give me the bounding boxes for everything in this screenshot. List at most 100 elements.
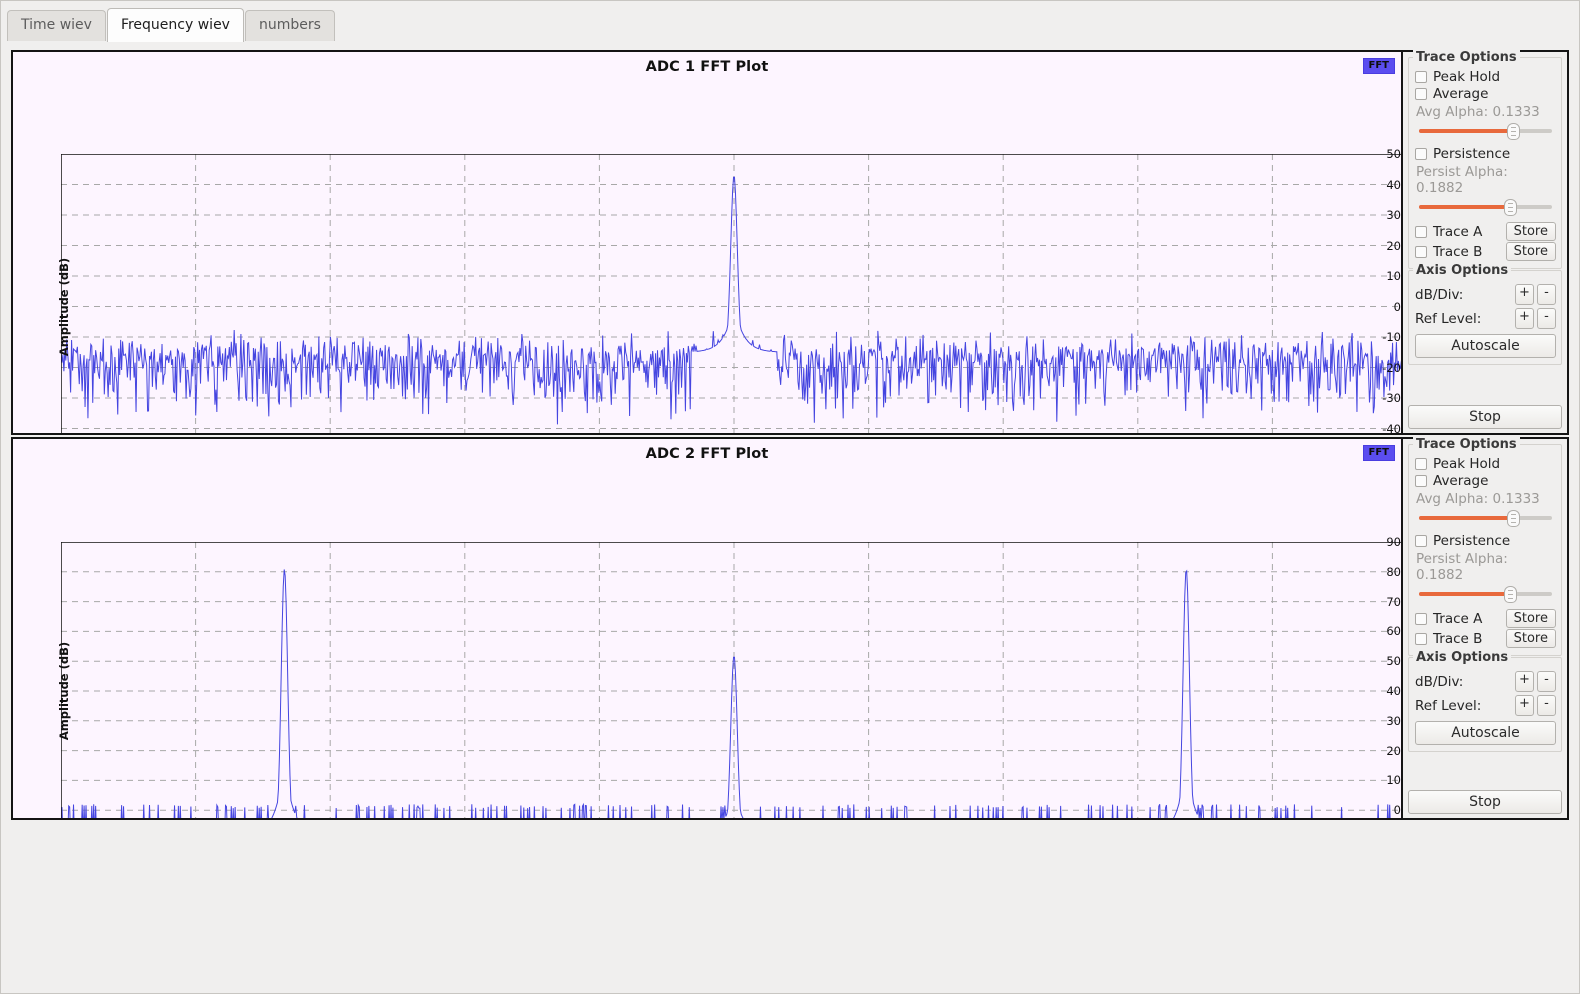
- adc2-trace-b-checkbox[interactable]: [1415, 632, 1427, 645]
- y-axis-label: Amplitude (dB): [57, 641, 72, 741]
- adc2-axis-options-group: Axis Options dB/Div: + - Ref Level: + -: [1408, 650, 1562, 752]
- adc1-persist-alpha-label: Persist Alpha: 0.1882: [1416, 164, 1508, 196]
- adc2-average-row[interactable]: Average: [1415, 473, 1556, 489]
- adc1-plot-container: ADC 1 FFT Plot FFT -50-40-30-20-10010203…: [13, 52, 1401, 433]
- tab-bar: Time wiev Frequency wiev numbers: [1, 1, 1579, 42]
- adc2-trace-a-row[interactable]: Trace A Store: [1415, 609, 1556, 628]
- adc1-db-div-plus-button[interactable]: +: [1515, 284, 1534, 305]
- y-axis-tick: -20: [1382, 360, 1401, 375]
- adc1-fft-badge[interactable]: FFT: [1362, 58, 1395, 74]
- adc1-db-div-row: dB/Div: + -: [1415, 284, 1556, 305]
- adc2-trace-b-store-button[interactable]: Store: [1505, 629, 1556, 648]
- adc2-stop-button[interactable]: Stop: [1408, 790, 1562, 814]
- adc2-peak-hold-row[interactable]: Peak Hold: [1415, 456, 1556, 472]
- adc2-plot-container: ADC 2 FFT Plot FFT -10010203040506070809…: [13, 439, 1401, 818]
- adc1-axis-options-group: Axis Options dB/Div: + - Ref Level: + -: [1408, 263, 1562, 365]
- y-axis-tick: 40: [1386, 684, 1401, 698]
- adc1-avg-alpha-thumb[interactable]: [1507, 123, 1521, 140]
- adc2-ref-level-row: Ref Level: + -: [1415, 695, 1556, 716]
- adc2-fft-badge[interactable]: FFT: [1362, 445, 1395, 461]
- adc1-axis-options-title: Axis Options: [1413, 263, 1512, 278]
- adc2-average-label: Average: [1433, 473, 1489, 489]
- adc2-persist-alpha-thumb[interactable]: [1504, 586, 1518, 603]
- adc1-peak-hold-checkbox[interactable]: [1415, 71, 1427, 83]
- adc2-trace-b-label: Trace B: [1433, 630, 1483, 647]
- adc2-db-div-label: dB/Div:: [1415, 673, 1464, 690]
- adc1-persistence-label: Persistence: [1433, 146, 1511, 162]
- adc1-avg-alpha-slider[interactable]: [1417, 122, 1554, 140]
- adc2-db-div-plus-button[interactable]: +: [1515, 671, 1534, 692]
- adc2-persistence-row[interactable]: Persistence: [1415, 533, 1556, 549]
- adc2-ref-level-minus-button[interactable]: -: [1537, 695, 1556, 716]
- adc1-db-div-minus-button[interactable]: -: [1537, 284, 1556, 305]
- y-axis-tick: 60: [1386, 624, 1401, 639]
- tab-numbers[interactable]: numbers: [244, 9, 335, 41]
- tab-frequency-wiev[interactable]: Frequency wiev: [106, 7, 244, 42]
- adc2-db-div-row: dB/Div: + -: [1415, 671, 1556, 692]
- adc1-ref-level-plus-button[interactable]: +: [1515, 308, 1534, 329]
- y-axis-tick: 90: [1386, 535, 1401, 549]
- tab-content-frequency-wiev: ADC 1 FFT Plot FFT -50-40-30-20-10010203…: [2, 41, 1578, 992]
- adc1-trace-a-row[interactable]: Trace A Store: [1415, 222, 1556, 241]
- adc2-persist-alpha-label: Persist Alpha: 0.1882: [1416, 551, 1508, 583]
- adc1-ref-level-minus-button[interactable]: -: [1537, 308, 1556, 329]
- adc1-persist-alpha-fill: [1419, 205, 1511, 209]
- adc2-peak-hold-label: Peak Hold: [1433, 456, 1501, 472]
- y-axis-label: Amplitude (dB): [57, 257, 72, 356]
- adc2-average-checkbox[interactable]: [1415, 475, 1427, 487]
- y-axis-tick: 10: [1386, 269, 1401, 283]
- adc1-stop-button[interactable]: Stop: [1408, 405, 1562, 429]
- adc1-persistence-checkbox[interactable]: [1415, 148, 1427, 160]
- adc1-trace-b-store-button[interactable]: Store: [1505, 242, 1556, 261]
- y-axis-tick: -10: [1382, 330, 1401, 344]
- y-axis-tick: 80: [1386, 564, 1401, 579]
- y-axis-tick: 20: [1386, 238, 1401, 253]
- y-axis-tick: -40: [1382, 421, 1401, 434]
- adc1-trace-b-row[interactable]: Trace B Store: [1415, 242, 1556, 261]
- adc1-trace-b-checkbox[interactable]: [1415, 245, 1427, 258]
- adc1-avg-alpha-label: Avg Alpha: 0.1333: [1416, 104, 1540, 120]
- adc2-trace-a-store-button[interactable]: Store: [1505, 609, 1556, 628]
- adc2-ref-level-plus-button[interactable]: +: [1515, 695, 1534, 716]
- y-axis-tick: 0: [1393, 803, 1401, 818]
- adc2-trace-a-checkbox[interactable]: [1415, 612, 1427, 625]
- adc1-trace-a-checkbox[interactable]: [1415, 225, 1427, 238]
- adc1-trace-a-store-button[interactable]: Store: [1505, 222, 1556, 241]
- adc1-persist-alpha-thumb[interactable]: [1504, 199, 1518, 216]
- y-axis-tick: 10: [1386, 773, 1401, 788]
- adc2-persistence-label: Persistence: [1433, 533, 1511, 549]
- adc1-ref-level-row: Ref Level: + -: [1415, 308, 1556, 329]
- y-axis-tick: 20: [1386, 743, 1401, 758]
- adc2-plot-title: ADC 2 FFT Plot: [645, 446, 769, 462]
- adc2-axis-options-title: Axis Options: [1413, 650, 1512, 665]
- adc2-autoscale-button[interactable]: Autoscale: [1415, 721, 1556, 745]
- adc1-autoscale-button[interactable]: Autoscale: [1415, 334, 1556, 358]
- adc2-persistence-checkbox[interactable]: [1415, 535, 1427, 547]
- adc1-plot-title: ADC 1 FFT Plot: [645, 59, 769, 75]
- adc1-trace-b-label: Trace B: [1433, 243, 1483, 260]
- adc2-chart-area[interactable]: -100102030405060708090-2.5-2-1.5-1-0.500…: [13, 439, 1401, 818]
- adc1-panel: ADC 1 FFT Plot FFT -50-40-30-20-10010203…: [11, 50, 1569, 435]
- adc1-average-label: Average: [1433, 86, 1489, 102]
- adc2-avg-alpha-slider[interactable]: [1417, 509, 1554, 527]
- adc2-persist-alpha-slider[interactable]: [1417, 585, 1554, 603]
- adc1-trace-a-label: Trace A: [1433, 223, 1483, 240]
- adc1-db-div-label: dB/Div:: [1415, 286, 1464, 303]
- y-axis-tick: 70: [1386, 594, 1401, 609]
- adc2-avg-alpha-label: Avg Alpha: 0.1333: [1416, 491, 1540, 507]
- adc2-db-div-minus-button[interactable]: -: [1537, 671, 1556, 692]
- adc1-average-row[interactable]: Average: [1415, 86, 1556, 102]
- adc2-peak-hold-checkbox[interactable]: [1415, 458, 1427, 470]
- adc1-persistence-row[interactable]: Persistence: [1415, 146, 1556, 162]
- tab-time-wiev[interactable]: Time wiev: [7, 9, 106, 41]
- adc1-peak-hold-row[interactable]: Peak Hold: [1415, 69, 1556, 85]
- adc1-persist-alpha-slider[interactable]: [1417, 198, 1554, 216]
- adc1-average-checkbox[interactable]: [1415, 88, 1427, 100]
- adc2-trace-a-label: Trace A: [1433, 610, 1483, 627]
- adc1-chart-area[interactable]: -50-40-30-20-1001020304050-2.5-2-1.5-1-0…: [13, 52, 1401, 433]
- adc1-avg-alpha-fill: [1419, 129, 1514, 133]
- adc2-trace-b-row[interactable]: Trace B Store: [1415, 629, 1556, 648]
- adc2-avg-alpha-thumb[interactable]: [1507, 510, 1521, 527]
- y-axis-tick: -30: [1382, 391, 1401, 405]
